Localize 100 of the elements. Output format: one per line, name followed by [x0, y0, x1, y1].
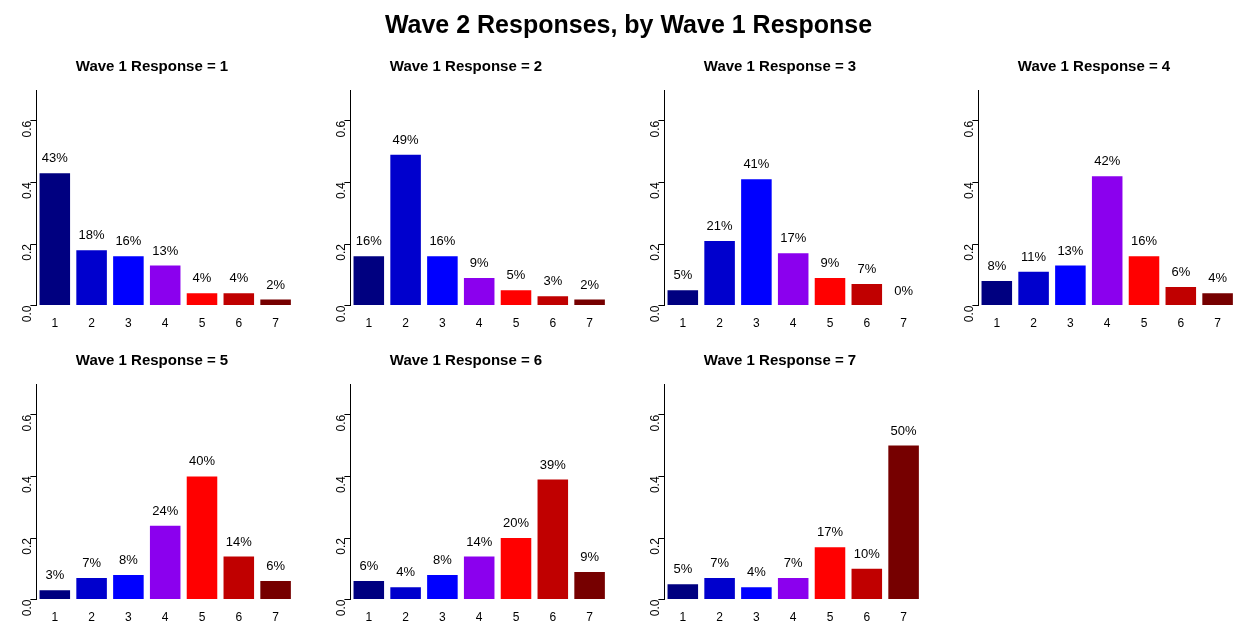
x-tick-label: 1 [365, 316, 373, 331]
x-tick-label: 5 [198, 610, 206, 625]
y-tick-label: 0.0 [647, 305, 662, 323]
data-label: 8% [119, 552, 139, 568]
text: Wave 2 Responses, by Wave 1 Response [383, 9, 874, 40]
y-tick-label: 0.2 [647, 537, 662, 555]
y-tick-label: 0.2 [647, 243, 662, 261]
y-tick-label: 0.2 [19, 537, 34, 555]
data-label: 40% [188, 453, 216, 469]
y-tick-label: 0.0 [333, 305, 348, 323]
data-label: 17% [816, 524, 844, 540]
data-label: 3% [45, 567, 65, 583]
x-tick-label: 4 [475, 316, 483, 331]
y-tick-label: 0.4 [19, 182, 34, 200]
data-label: 8% [987, 258, 1007, 274]
x-tick-label: 6 [863, 610, 871, 625]
data-label: 4% [396, 564, 416, 580]
data-label: 4% [1208, 270, 1228, 286]
x-tick-label: 1 [679, 610, 687, 625]
y-tick-label: 0.2 [333, 243, 348, 261]
x-tick-label: 1 [365, 610, 373, 625]
x-tick-label: 4 [161, 610, 169, 625]
y-tick-label: 0.2 [19, 243, 34, 261]
data-label: 7% [857, 261, 877, 277]
x-tick-label: 2 [88, 316, 96, 331]
x-tick-label: 1 [51, 316, 59, 331]
data-label: 7% [710, 555, 730, 571]
chart-title: Wave 1 Response = 2 [389, 57, 543, 75]
data-label: 4% [747, 564, 767, 580]
x-tick-label: 6 [863, 316, 871, 331]
data-label: 17% [780, 230, 807, 246]
data-label: 5% [506, 267, 526, 283]
x-tick-label: 5 [1140, 316, 1148, 331]
chart-title: Wave 1 Response = 5 [75, 351, 229, 369]
chart-title: Wave 1 Response = 1 [75, 57, 229, 75]
chart-title: Wave 1 Response = 6 [389, 351, 543, 369]
data-label: 9% [580, 548, 600, 564]
data-label: 9% [820, 254, 840, 270]
x-tick-label: 6 [549, 610, 557, 625]
x-tick-label: 7 [900, 610, 908, 625]
data-label: 4% [229, 270, 249, 286]
x-tick-label: 6 [235, 316, 243, 331]
data-label: 18% [78, 227, 106, 243]
data-label: 16% [1130, 233, 1158, 249]
data-label: 13% [1057, 242, 1084, 258]
data-label: 7% [82, 555, 102, 571]
data-label: 0% [894, 282, 914, 298]
x-tick-label: 3 [753, 316, 761, 331]
y-tick-label: 0.0 [19, 305, 34, 323]
x-tick-label: 3 [125, 316, 133, 331]
data-label: 43% [41, 150, 69, 166]
y-tick-label: 0.6 [333, 414, 348, 432]
x-tick-label: 2 [716, 316, 724, 331]
x-tick-label: 2 [402, 610, 410, 625]
y-tick-label: 0.6 [19, 414, 34, 432]
x-tick-label: 3 [125, 610, 133, 625]
data-label: 13% [152, 242, 179, 258]
y-tick-label: 0.2 [961, 243, 976, 261]
x-tick-label: 5 [826, 316, 834, 331]
data-label: 11% [1021, 248, 1047, 264]
data-label: 9% [469, 254, 490, 270]
y-tick-label: 0.0 [647, 599, 662, 617]
data-label: 5% [673, 561, 693, 577]
data-label: 21% [706, 218, 734, 233]
y-tick-label: 0.6 [961, 120, 976, 138]
y-tick-label: 0.4 [647, 182, 662, 200]
x-tick-label: 6 [549, 316, 557, 331]
data-label: 6% [1171, 264, 1191, 280]
y-tick-label: 0.0 [19, 599, 34, 617]
data-label: 4% [192, 270, 212, 286]
x-tick-label: 2 [1030, 316, 1038, 331]
y-tick-label: 0.6 [333, 120, 348, 138]
y-tick-label: 0.0 [333, 599, 348, 617]
data-label: 41% [743, 156, 770, 172]
x-tick-label: 3 [439, 316, 447, 331]
data-label: 7% [783, 555, 804, 571]
x-tick-label: 3 [1067, 316, 1075, 331]
x-tick-label: 1 [51, 610, 59, 625]
x-tick-label: 7 [272, 610, 280, 625]
chart-title: Wave 1 Response = 7 [703, 351, 857, 369]
x-tick-label: 7 [900, 316, 908, 331]
y-tick-label: 0.6 [647, 120, 662, 138]
x-tick-label: 5 [512, 610, 520, 625]
data-label: 5% [673, 267, 693, 283]
x-tick-label: 4 [475, 610, 483, 625]
x-tick-label: 4 [789, 316, 797, 331]
x-tick-label: 5 [198, 316, 206, 331]
x-tick-label: 4 [161, 316, 169, 331]
x-tick-label: 7 [272, 316, 280, 331]
x-tick-label: 2 [716, 610, 724, 625]
data-label: 16% [429, 233, 456, 249]
x-tick-label: 7 [586, 316, 594, 331]
x-tick-label: 1 [993, 316, 1001, 331]
x-tick-label: 1 [679, 316, 687, 331]
data-label: 2% [580, 276, 600, 292]
x-tick-label: 3 [753, 610, 761, 625]
data-label: 3% [543, 273, 563, 289]
data-label: 16% [115, 233, 142, 249]
data-label: 39% [539, 456, 567, 472]
chart-title: Wave 1 Response = 4 [1017, 57, 1171, 75]
